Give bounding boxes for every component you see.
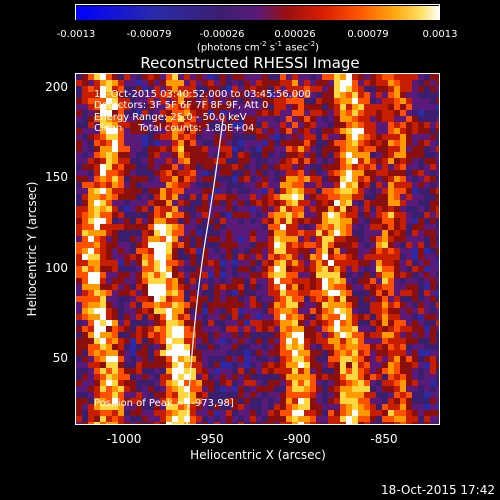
y-tick-label: 50 [52,351,68,365]
energy-range-annotation: Energy Range: 25.0 - 50.0 keV [94,112,247,123]
x-tick-label: -900 [283,432,311,446]
peak-position-annotation: Position of Peak = [-973,98] [94,398,234,409]
x-tick-label: -1000 [106,432,142,446]
x-tick-label: -950 [196,432,224,446]
y-tick-label: 200 [45,80,68,94]
y-tick-label: 100 [45,261,68,275]
rhessi-heatmap [76,74,439,424]
image-title: Reconstructed RHESSI Image [140,54,360,72]
detectors-annotation: Detectors: 3F 5F 6F 7F 8F 9F, Att 0 [94,100,269,111]
colorbar-tick-label: 0.00079 [347,29,389,40]
heatmap-pixels [76,74,439,424]
colorbar-tick-label: -0.00026 [199,29,245,40]
colorbar [75,4,440,20]
colorbar-gradient [76,6,439,20]
x-tick-label: -850 [370,432,398,446]
colorbar-tick-label: -0.0013 [56,29,96,40]
colorbar-unit-label: (photons cm-2 s-1 asec-2) [196,40,320,54]
clean-counts-annotation: Clean Total counts: 1.80E+04 [94,123,255,134]
y-axis-label: Heliocentric Y (arcsec) [25,181,39,317]
x-axis-label: Heliocentric X (arcsec) [190,448,326,462]
rhessi-image-plot [75,73,440,425]
solar-limb-line [186,118,224,424]
y-tick-label: 150 [45,170,68,184]
footer-timestamp: 18-Oct-2015 17:42 [381,483,495,497]
time-range-annotation: 18-Oct-2015 03:40:52.000 to 03:45:56.000 [94,89,311,100]
colorbar-tick-label: 0.0013 [422,29,458,40]
colorbar-tick-label: -0.00079 [126,29,172,40]
colorbar-tick-label: 0.00026 [274,29,316,40]
